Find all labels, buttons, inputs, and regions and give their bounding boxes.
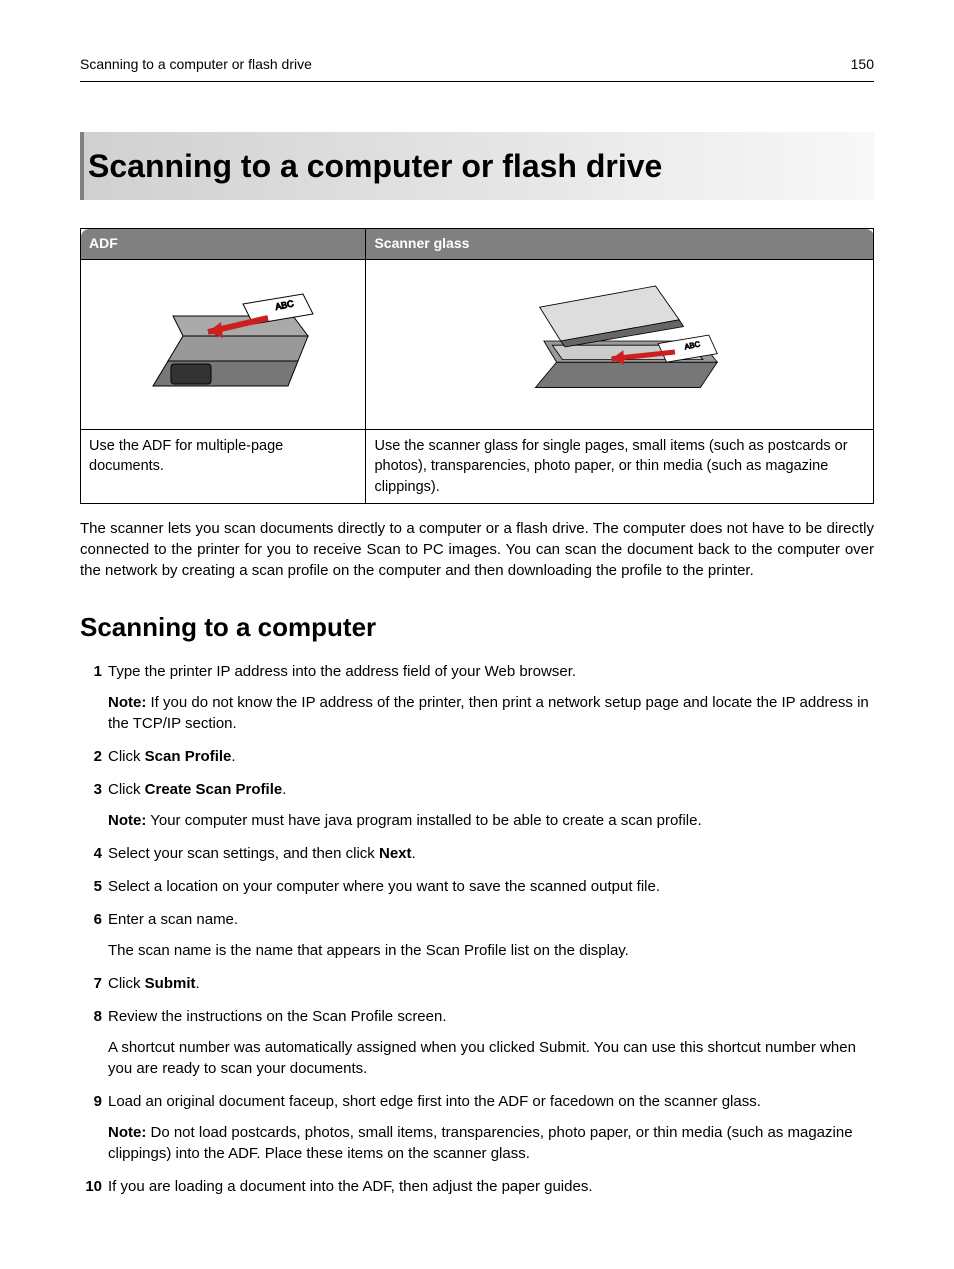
step-text: Enter a scan name. <box>108 909 874 930</box>
step-item: Review the instructions on the Scan Prof… <box>80 1006 874 1079</box>
step-item: Click Create Scan Profile. Note: Your com… <box>80 779 874 831</box>
step-text: Type the printer IP address into the add… <box>108 661 874 682</box>
scanner-glass-icon: ABC <box>510 266 730 416</box>
step-item: Enter a scan name. The scan name is the n… <box>80 909 874 961</box>
step-text: Load an original document faceup, short … <box>108 1091 874 1112</box>
step-item: Click Submit. <box>80 973 874 994</box>
step-text: Click Create Scan Profile. <box>108 779 874 800</box>
step-text: If you are loading a document into the A… <box>108 1176 874 1197</box>
page-number: 150 <box>851 55 874 75</box>
step-note: Note: If you do not know the IP address … <box>108 692 874 734</box>
glass-description: Use the scanner glass for single pages, … <box>366 429 874 503</box>
steps-list: Type the printer IP address into the add… <box>80 661 874 1197</box>
page-title: Scanning to a computer or flash drive <box>80 132 874 201</box>
step-item: Load an original document faceup, short … <box>80 1091 874 1164</box>
breadcrumb: Scanning to a computer or flash drive <box>80 55 312 75</box>
adf-image-cell: ABC <box>81 259 366 429</box>
table-header-glass: Scanner glass <box>366 229 874 260</box>
adf-printer-icon: ABC <box>113 266 333 416</box>
step-text: Click Scan Profile. <box>108 746 874 767</box>
page-header: Scanning to a computer or flash drive 15… <box>80 55 874 82</box>
step-item: Select a location on your computer where… <box>80 876 874 897</box>
step-note: Note: Your computer must have java progr… <box>108 810 874 831</box>
step-item: Select your scan settings, and then clic… <box>80 843 874 864</box>
table-header-adf: ADF <box>81 229 366 260</box>
adf-description: Use the ADF for multiple‑page documents. <box>81 429 366 503</box>
step-item: Click Scan Profile. <box>80 746 874 767</box>
step-item: Type the printer IP address into the add… <box>80 661 874 734</box>
step-note: Note: Do not load postcards, photos, sma… <box>108 1122 874 1164</box>
step-item: If you are loading a document into the A… <box>80 1176 874 1197</box>
compare-table: ADF Scanner glass ABC <box>80 228 874 503</box>
step-subtext: The scan name is the name that appears i… <box>108 940 874 961</box>
step-subtext: A shortcut number was automatically assi… <box>108 1037 874 1079</box>
step-text: Click Submit. <box>108 973 874 994</box>
step-text: Select your scan settings, and then clic… <box>108 843 874 864</box>
section-title: Scanning to a computer <box>80 609 874 645</box>
intro-paragraph: The scanner lets you scan documents dire… <box>80 518 874 581</box>
step-text: Review the instructions on the Scan Prof… <box>108 1006 874 1027</box>
glass-image-cell: ABC <box>366 259 874 429</box>
step-text: Select a location on your computer where… <box>108 876 874 897</box>
